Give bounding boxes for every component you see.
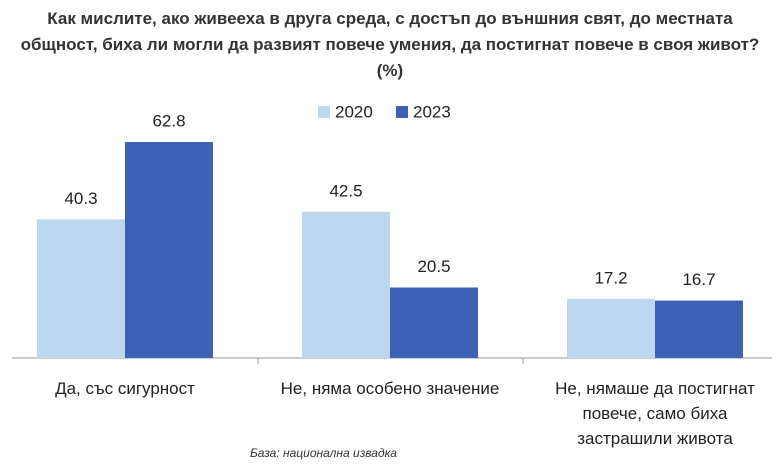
- value-label: 17.2: [594, 268, 627, 287]
- bar: [302, 211, 390, 358]
- bar: [567, 298, 655, 358]
- value-label: 42.5: [329, 181, 362, 200]
- x-tick-label: Да, със сигурност: [55, 379, 195, 398]
- bar: [655, 300, 743, 358]
- value-label: 40.3: [64, 189, 97, 208]
- bar: [125, 142, 213, 358]
- legend-swatch: [318, 106, 330, 118]
- value-label: 20.5: [417, 257, 450, 276]
- value-label: 62.8: [152, 111, 185, 130]
- legend-label: 2020: [335, 102, 373, 121]
- chart-title: Как мислите, ако живееха в друга среда, …: [20, 9, 760, 80]
- value-label: 16.7: [682, 270, 715, 289]
- legend-label: 2023: [413, 102, 451, 121]
- bar: [390, 287, 478, 358]
- footnote: База: национална извадка: [250, 446, 397, 460]
- x-tick-label: Не, няма особено значение: [280, 379, 500, 398]
- legend-swatch: [396, 106, 408, 118]
- bar: [37, 219, 125, 358]
- x-tick-label: Не, нямаше да постигнат повече, само бих…: [555, 379, 755, 448]
